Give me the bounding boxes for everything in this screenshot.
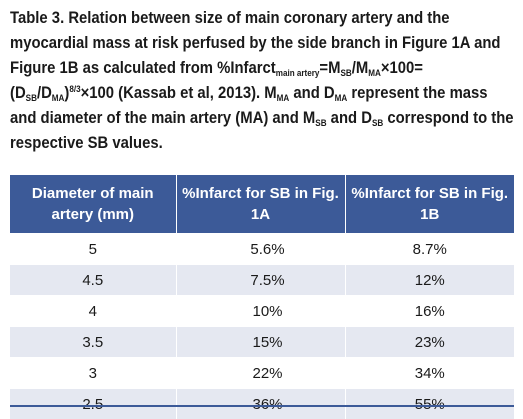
table-bottom-rule <box>10 405 514 407</box>
cell-infarct-1b: 34% <box>345 358 514 389</box>
cell-infarct-1b: 12% <box>345 265 514 296</box>
table-caption: Table 3. Relation between size of main c… <box>10 6 516 156</box>
caption-text: Table 3. Relation between size of main c… <box>10 9 500 77</box>
caption-text: and D <box>327 109 372 127</box>
table-row: 3 22% 34% <box>10 358 514 389</box>
caption-subscript: SB <box>340 68 351 78</box>
table-row: 2.5 36% 55% <box>10 389 514 419</box>
caption-subscript: main artery <box>276 68 320 78</box>
caption-subscript: SB <box>26 93 37 103</box>
caption-text: ×100 (Kassab et al, 2013). M <box>81 84 277 102</box>
caption-text: and D <box>289 84 334 102</box>
table-row: 4.5 7.5% 12% <box>10 265 514 296</box>
table-row: 3.5 15% 23% <box>10 327 514 358</box>
cell-infarct-1a: 10% <box>176 296 345 327</box>
column-header-infarct-1a: %Infarct for SB in Fig. 1A <box>176 175 345 234</box>
table-row: 4 10% 16% <box>10 296 514 327</box>
cell-diameter: 4 <box>10 296 176 327</box>
caption-subscript: SB <box>372 118 383 128</box>
cell-infarct-1a: 15% <box>176 327 345 358</box>
cell-infarct-1a: 22% <box>176 358 345 389</box>
column-header-infarct-1b: %Infarct for SB in Fig. 1B <box>345 175 514 234</box>
cell-diameter: 3 <box>10 358 176 389</box>
cell-diameter: 3.5 <box>10 327 176 358</box>
caption-text: /D <box>37 84 52 102</box>
caption-subscript: MA <box>335 93 348 103</box>
cell-infarct-1a: 7.5% <box>176 265 345 296</box>
cell-diameter: 4.5 <box>10 265 176 296</box>
cell-infarct-1b: 55% <box>345 389 514 419</box>
caption-superscript: 8/3 <box>69 84 80 94</box>
cell-infarct-1b: 16% <box>345 296 514 327</box>
cell-infarct-1b: 8.7% <box>345 234 514 265</box>
cell-infarct-1a: 5.6% <box>176 234 345 265</box>
cell-infarct-1b: 23% <box>345 327 514 358</box>
table-body: 5 5.6% 8.7% 4.5 7.5% 12% 4 10% 16% 3.5 1… <box>10 234 514 419</box>
table-row: 5 5.6% 8.7% <box>10 234 514 265</box>
caption-text: =M <box>319 59 340 77</box>
cell-diameter: 5 <box>10 234 176 265</box>
table-header: Diameter of main artery (mm) %Infarct fo… <box>10 175 514 234</box>
cell-diameter: 2.5 <box>10 389 176 419</box>
caption-subscript: MA <box>52 93 65 103</box>
cell-infarct-1a: 36% <box>176 389 345 419</box>
header-row: Diameter of main artery (mm) %Infarct fo… <box>10 175 514 234</box>
results-table: Diameter of main artery (mm) %Infarct fo… <box>10 175 514 419</box>
caption-subscript: SB <box>315 118 326 128</box>
caption-subscript: MA <box>368 68 381 78</box>
caption-text: /M <box>352 59 369 77</box>
column-header-diameter: Diameter of main artery (mm) <box>10 175 176 234</box>
caption-subscript: MA <box>277 93 290 103</box>
